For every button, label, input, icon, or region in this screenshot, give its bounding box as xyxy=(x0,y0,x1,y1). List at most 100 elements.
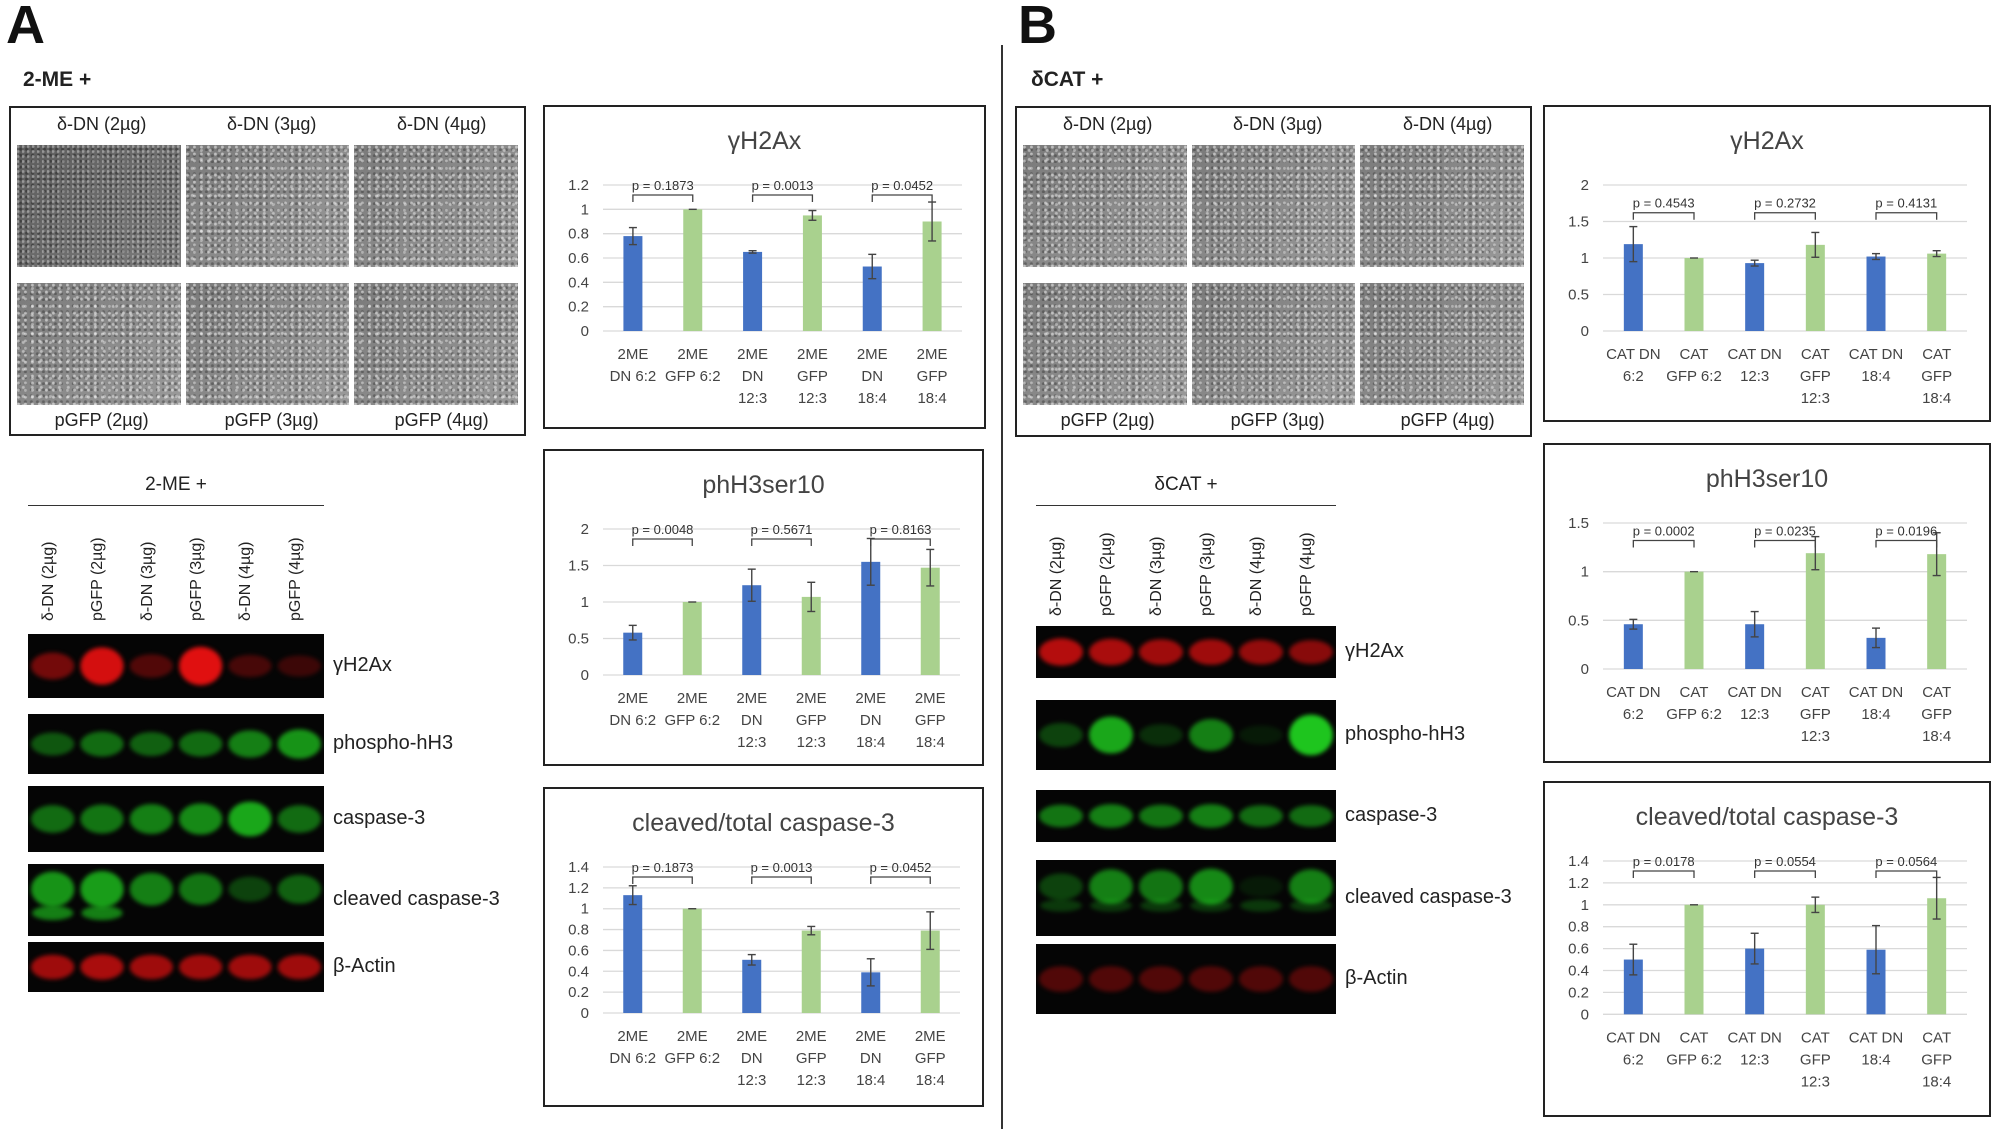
blot-band xyxy=(1139,724,1183,746)
blot-band-0 xyxy=(1036,626,1336,678)
significance-bracket xyxy=(870,538,931,546)
blot-band xyxy=(1289,805,1333,827)
chart-title: cleaved/total caspase-3 xyxy=(632,809,895,837)
panel-b-western-blot: δCAT + δ-DN (2µg) pGFP (2µg) δ-DN (3µg) pGFP… xyxy=(1036,466,1512,1026)
x-tick-label: 12:3 xyxy=(1740,706,1769,723)
blot-band xyxy=(80,870,124,908)
blot-band xyxy=(1139,804,1183,828)
y-tick-label: 0 xyxy=(581,1005,589,1022)
blot-band xyxy=(1289,966,1333,992)
blot-band xyxy=(277,655,321,677)
bar-dn xyxy=(623,632,643,675)
x-tick-label: 2ME xyxy=(855,690,886,707)
blot-band-lower xyxy=(32,905,74,921)
blot-band xyxy=(1239,725,1283,745)
bar-dn xyxy=(1745,624,1765,669)
blot-row-label: β-Actin xyxy=(333,955,396,977)
blot-band xyxy=(1039,722,1083,748)
micrograph-dn xyxy=(17,145,181,267)
y-tick-label: 0.8 xyxy=(568,922,589,939)
blot-band-3 xyxy=(28,864,324,936)
bar-dn xyxy=(861,972,881,1013)
x-tick-label: 18:4 xyxy=(856,734,885,751)
x-tick-label: 2ME xyxy=(915,1028,946,1045)
micrograph-label-bottom: pGFP (3µg) xyxy=(1230,410,1325,430)
x-tick-label: GFP 6:2 xyxy=(1666,706,1722,723)
significance-bracket xyxy=(1754,212,1816,220)
chart-title: cleaved/total caspase-3 xyxy=(1636,803,1899,831)
blot-band xyxy=(1039,638,1083,666)
x-tick-label: GFP xyxy=(1800,368,1831,385)
significance-bracket xyxy=(1875,212,1938,220)
x-tick-label: CAT DN xyxy=(1727,1029,1781,1046)
bar-dn xyxy=(1866,256,1886,331)
x-tick-label: CAT xyxy=(1801,684,1830,701)
bar-gfp xyxy=(1805,904,1825,1015)
significance-bracket xyxy=(751,538,812,546)
error-bar xyxy=(1629,225,1638,263)
blot-band xyxy=(129,803,173,835)
y-tick-label: 0.6 xyxy=(568,942,589,959)
significance-bracket xyxy=(1754,870,1816,878)
p-value-label: p = 0.4543 xyxy=(1633,196,1695,211)
blot-row-label: cleaved caspase-3 xyxy=(333,888,500,910)
y-tick-label: 1 xyxy=(581,901,589,918)
x-tick-label: DN xyxy=(860,712,882,729)
bar-dn xyxy=(743,251,763,331)
x-tick-label: CAT xyxy=(1680,684,1709,701)
bar-gfp xyxy=(1927,554,1947,669)
blot-row-label: phospho-hH3 xyxy=(1345,723,1466,745)
panel-a-micrographs: δ-DN (2µg) δ-DN (3µg) δ-DN (4µg) pGFP (2µg)… xyxy=(9,106,526,436)
x-tick-label: 2ME xyxy=(855,1028,886,1045)
chart-title: γH2Ax xyxy=(1730,127,1804,155)
x-tick-label: DN 6:2 xyxy=(610,368,657,385)
blot-band xyxy=(179,646,223,686)
y-tick-label: 1 xyxy=(1581,250,1589,267)
error-bar xyxy=(1629,943,1638,976)
blot-band-2 xyxy=(28,786,324,852)
y-tick-label: 1.4 xyxy=(568,859,589,876)
significance-bracket xyxy=(751,876,812,884)
bar-gfp xyxy=(920,930,940,1013)
error-bar xyxy=(1750,610,1759,638)
chart-b-cleaved-caspase: cleaved/total caspase-3 0 0.2 0.4 0.6 0.8 1 1.2… xyxy=(1543,781,1991,1117)
p-value-label: p = 0.0002 xyxy=(1633,524,1695,539)
p-value-label: p = 0.1873 xyxy=(632,178,694,193)
blot-band xyxy=(1139,639,1183,665)
x-tick-label: GFP xyxy=(796,712,827,729)
blot-band xyxy=(228,876,272,902)
x-tick-label: CAT DN xyxy=(1606,346,1660,363)
x-tick-label: 2ME xyxy=(617,1028,648,1045)
micrograph-grid xyxy=(1023,145,1524,405)
blot-band xyxy=(1239,966,1283,992)
p-value-label: p = 0.0013 xyxy=(752,178,814,193)
x-tick-label: CAT xyxy=(1922,1029,1951,1046)
y-tick-label: 0.5 xyxy=(1568,287,1589,304)
y-tick-label: 0.6 xyxy=(568,250,589,267)
x-tick-label: CAT xyxy=(1801,346,1830,363)
p-value-label: p = 0.0235 xyxy=(1754,524,1816,539)
micrograph-gfp xyxy=(185,283,350,405)
x-tick-label: GFP xyxy=(797,368,828,385)
x-tick-label: CAT DN xyxy=(1727,346,1781,363)
micrograph-gfp xyxy=(1191,283,1356,405)
blot-band-2 xyxy=(1036,790,1336,842)
bar-gfp xyxy=(802,215,822,331)
micrograph-label-bottom: pGFP (4µg) xyxy=(1400,410,1495,430)
error-bar xyxy=(748,249,757,254)
y-tick-label: 2 xyxy=(581,521,589,538)
x-tick-label: CAT xyxy=(1922,684,1951,701)
bar-gfp xyxy=(801,930,821,1013)
p-value-label: p = 0.0048 xyxy=(632,522,694,537)
x-tick-label: 6:2 xyxy=(1623,706,1644,723)
blot-band xyxy=(179,731,223,757)
blot-band xyxy=(1089,869,1133,904)
micrograph-gfp xyxy=(17,283,181,405)
x-tick-label: 2ME xyxy=(736,690,767,707)
x-tick-label: 2ME xyxy=(796,1028,827,1045)
blot-band xyxy=(80,647,124,685)
x-tick-label: 18:4 xyxy=(1922,1073,1951,1090)
lane-label: pGFP (3µg) xyxy=(1198,532,1215,616)
x-tick-label: 2ME xyxy=(677,690,708,707)
y-tick-label: 1.5 xyxy=(1568,214,1589,231)
